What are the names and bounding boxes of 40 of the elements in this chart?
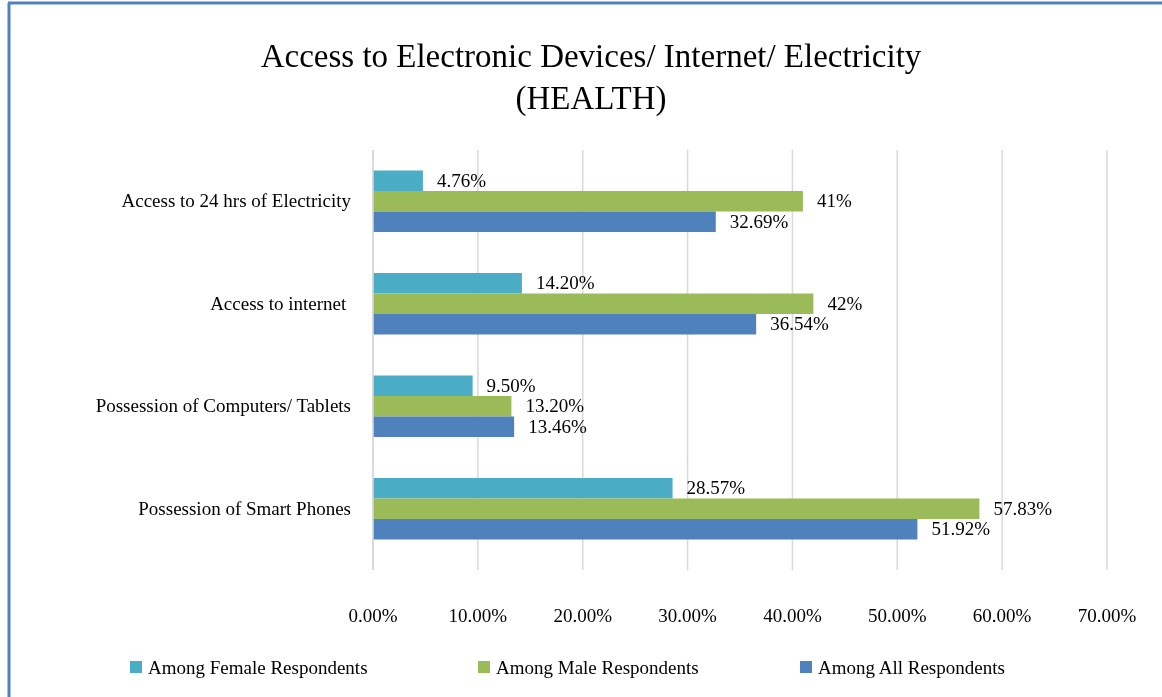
data-label: 14.20%: [535, 272, 595, 294]
legend-label: Among Male Respondents: [496, 657, 699, 678]
bar: [373, 416, 515, 437]
data-label: 13.20%: [525, 395, 585, 417]
x-tick-label: 60.00%: [972, 605, 1032, 626]
x-tick-label: 50.00%: [868, 605, 927, 626]
x-tick-label: 70.00%: [1077, 605, 1137, 626]
bar: [373, 273, 522, 294]
data-label: 28.57%: [686, 477, 746, 499]
bar: [373, 170, 423, 191]
bar: [373, 519, 918, 540]
x-tick-label: 20.00%: [553, 605, 613, 626]
bar: [373, 498, 980, 519]
bar: [373, 211, 716, 232]
data-label: 51.92%: [931, 518, 991, 540]
legend-label: Among All Respondents: [818, 657, 1005, 678]
x-tick-label: 30.00%: [658, 605, 718, 626]
y-tick-label: Access to 24 hrs of Electricity: [121, 190, 352, 212]
data-label: 36.54%: [770, 313, 829, 335]
y-tick-label: Access to internet: [210, 292, 351, 314]
bar: [373, 478, 673, 499]
x-tick-label: 10.00%: [448, 605, 508, 626]
y-tick-label: Possession of Computers/ Tablets: [95, 395, 351, 417]
bar: [373, 396, 512, 417]
legend-label: Among Female Respondents: [148, 657, 368, 678]
chart-title: Access to Electronic Devices/ Internet/ Electricity (HEALTH): [260, 38, 922, 117]
x-tick-label: 0.00%: [348, 605, 398, 626]
data-label: 9.50%: [486, 374, 536, 396]
data-label: 32.69%: [729, 210, 789, 232]
bar: [373, 293, 814, 314]
data-label: 42%: [827, 292, 863, 314]
x-tick-label: 40.00%: [763, 605, 822, 626]
data-label: 41%: [816, 190, 852, 212]
bar: [373, 191, 803, 212]
data-label: 4.76%: [436, 169, 487, 191]
data-label: 57.83%: [993, 497, 1053, 519]
data-label: 13.46%: [528, 415, 587, 437]
y-tick-label: Possession of Smart Phones: [138, 497, 351, 519]
bar: [373, 375, 473, 396]
bar: [373, 314, 757, 335]
